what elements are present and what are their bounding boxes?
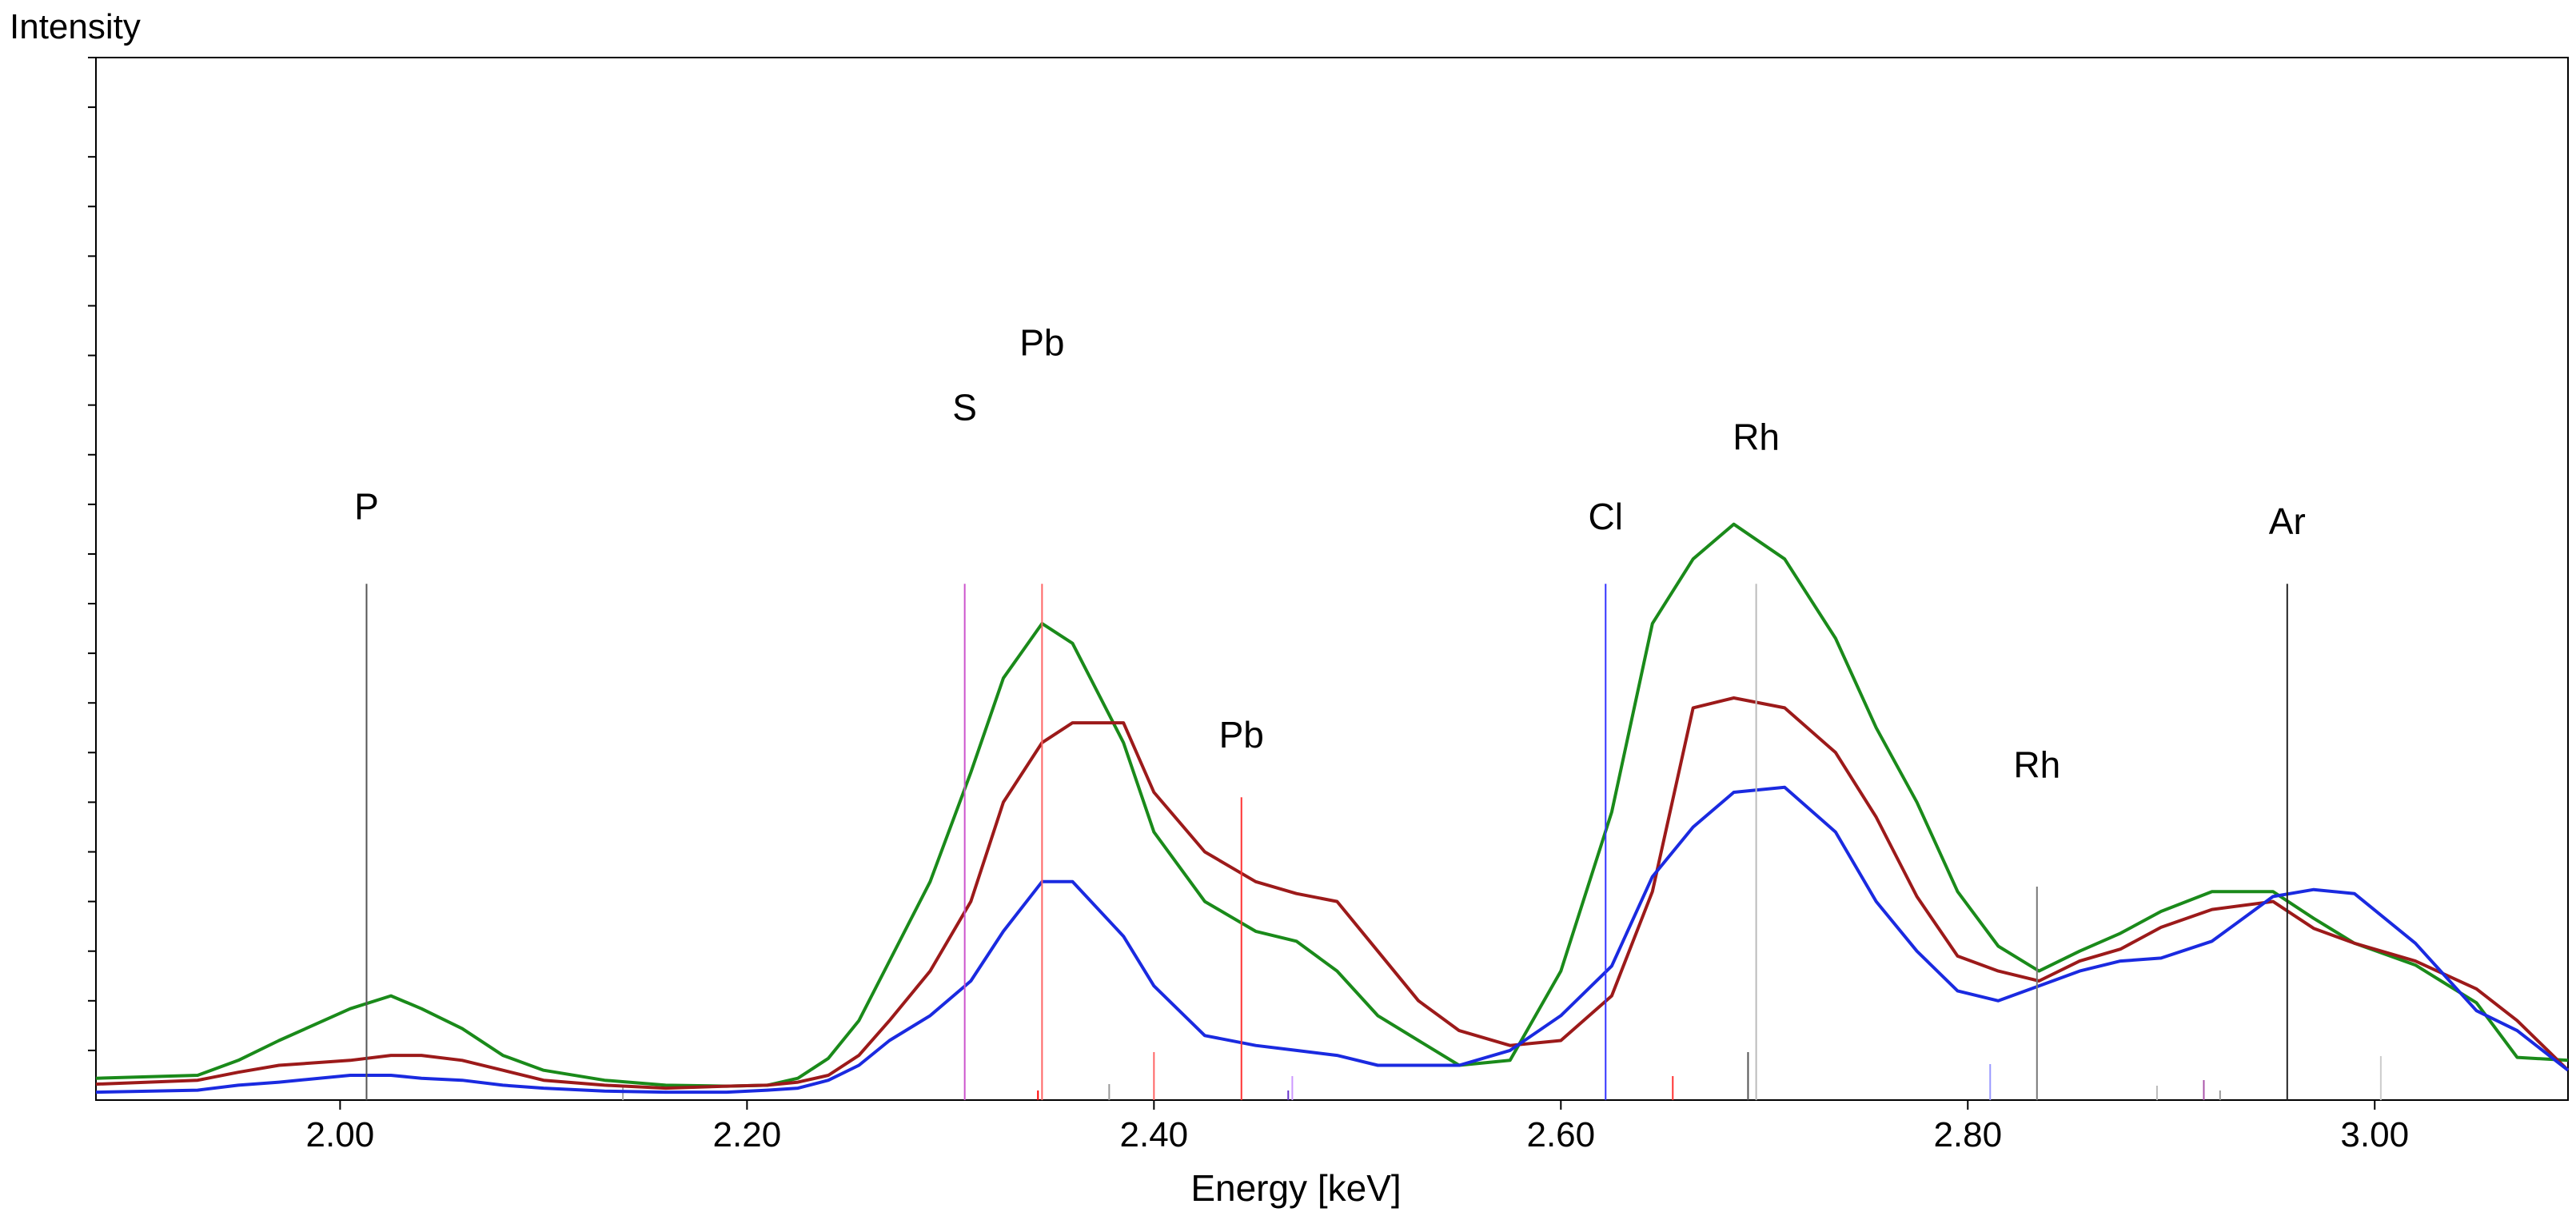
element-label-pb: Pb (1019, 322, 1064, 364)
x-tick-label: 2.80 (1933, 1115, 2002, 1154)
x-tick-label: 2.00 (306, 1115, 375, 1154)
x-tick-label: 3.00 (2340, 1115, 2409, 1154)
series-line-green (95, 522, 2569, 1088)
x-axis-ticks: 2.00 2.20 2.40 2.60 2.80 3.00 (306, 1100, 2409, 1154)
element-label-ar: Ar (2269, 500, 2306, 542)
series-line-red (95, 696, 2570, 1090)
element-label-pb: Pb (1219, 714, 1264, 756)
spectrum-series (95, 522, 2570, 1094)
y-minor-ticks (88, 57, 96, 1051)
element-label-rh: Rh (2013, 744, 2060, 785)
x-tick-label: 2.20 (713, 1115, 782, 1154)
series-line-blue (95, 785, 2570, 1094)
element-annotations: P S Pb Pb Cl Rh Rh Ar (354, 322, 2306, 1100)
y-axis-label: Intensity (10, 7, 141, 46)
element-marker-lines (622, 1052, 2382, 1100)
element-label-p: P (354, 485, 379, 527)
plot-frame (95, 57, 2569, 1101)
element-label-s: S (952, 386, 977, 428)
x-tick-label: 2.60 (1526, 1115, 1595, 1154)
x-tick-label: 2.40 (1120, 1115, 1189, 1154)
element-label-cl: Cl (1589, 496, 1623, 537)
element-label-rh: Rh (1733, 417, 1780, 458)
x-axis-label: Energy [keV] (1190, 1167, 1401, 1209)
